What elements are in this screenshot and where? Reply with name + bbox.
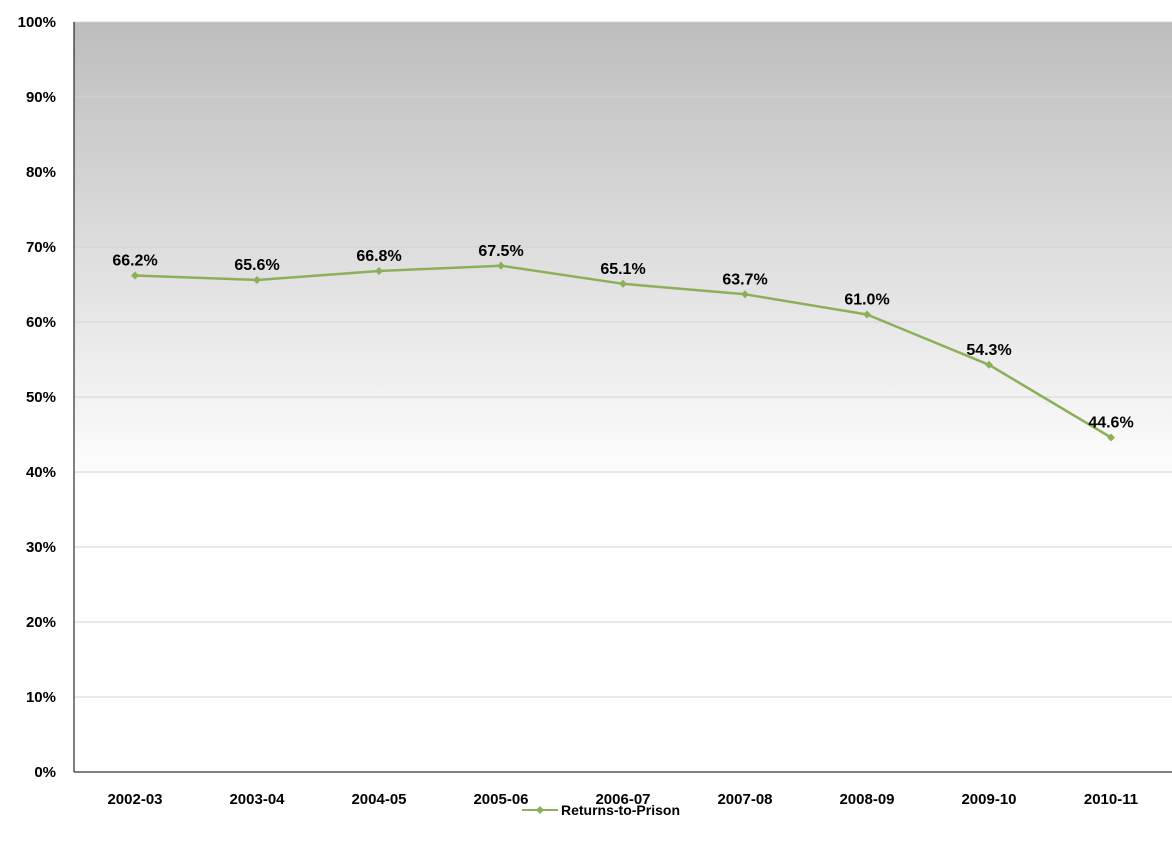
x-tick-label: 2005-06 — [473, 791, 528, 808]
y-tick-label: 30% — [26, 539, 56, 556]
data-labels: 66.2% 65.6% 66.8% 67.5% 65.1% 63.7% 61.0% 54.3%… — [112, 243, 1133, 432]
data-label: 65.1% — [600, 261, 645, 278]
data-label: 67.5% — [478, 243, 523, 260]
data-point — [1107, 433, 1115, 442]
x-tick-label: 2002-03 — [107, 791, 162, 808]
legend-marker-icon — [536, 806, 544, 814]
y-tick-labels: 0% 10% 20% 30% 40% 50% 60% 70% 80% 90% 100% — [18, 14, 56, 781]
x-tick-label: 2007-08 — [717, 791, 772, 808]
axes — [73, 22, 1172, 773]
x-tick-label: 2004-05 — [351, 791, 406, 808]
y-tick-label: 40% — [26, 464, 56, 481]
y-tick-label: 10% — [26, 689, 56, 706]
data-label: 65.6% — [234, 257, 279, 274]
data-label: 66.8% — [356, 248, 401, 265]
x-tick-label: 2010-11 — [1084, 791, 1138, 808]
x-tick-label: 2008-09 — [839, 791, 894, 808]
data-label: 54.3% — [966, 342, 1011, 359]
data-point — [741, 290, 749, 299]
legend: Returns-to-Prison — [522, 802, 680, 818]
data-point — [131, 271, 139, 280]
x-tick-label: 2003-04 — [229, 791, 285, 808]
x-tick-label: 2006-07 — [595, 791, 650, 808]
y-tick-label: 60% — [26, 314, 56, 331]
data-label: 63.7% — [722, 271, 767, 288]
data-point — [253, 276, 261, 284]
data-point — [497, 261, 505, 270]
y-tick-label: 70% — [26, 239, 56, 256]
data-point — [863, 310, 871, 319]
data-label: 66.2% — [112, 253, 157, 270]
y-tick-label: 100% — [18, 14, 56, 31]
x-tick-label: 2009-10 — [961, 791, 1016, 808]
y-tick-label: 50% — [26, 389, 56, 406]
y-tick-label: 80% — [26, 164, 56, 181]
y-tick-label: 90% — [26, 89, 56, 106]
data-point — [985, 360, 993, 369]
data-point — [619, 279, 627, 288]
legend-label: Returns-to-Prison — [561, 802, 680, 818]
data-point — [375, 267, 383, 275]
y-tick-label: 0% — [34, 764, 56, 781]
gridlines — [74, 21, 1172, 698]
data-label: 61.0% — [844, 292, 889, 309]
series-returns-to-prison — [131, 261, 1115, 442]
y-tick-label: 20% — [26, 614, 56, 631]
data-label: 44.6% — [1088, 415, 1133, 432]
x-tick-labels: 2002-03 2003-04 2004-05 2005-06 2006-07 2007-… — [107, 791, 1138, 808]
